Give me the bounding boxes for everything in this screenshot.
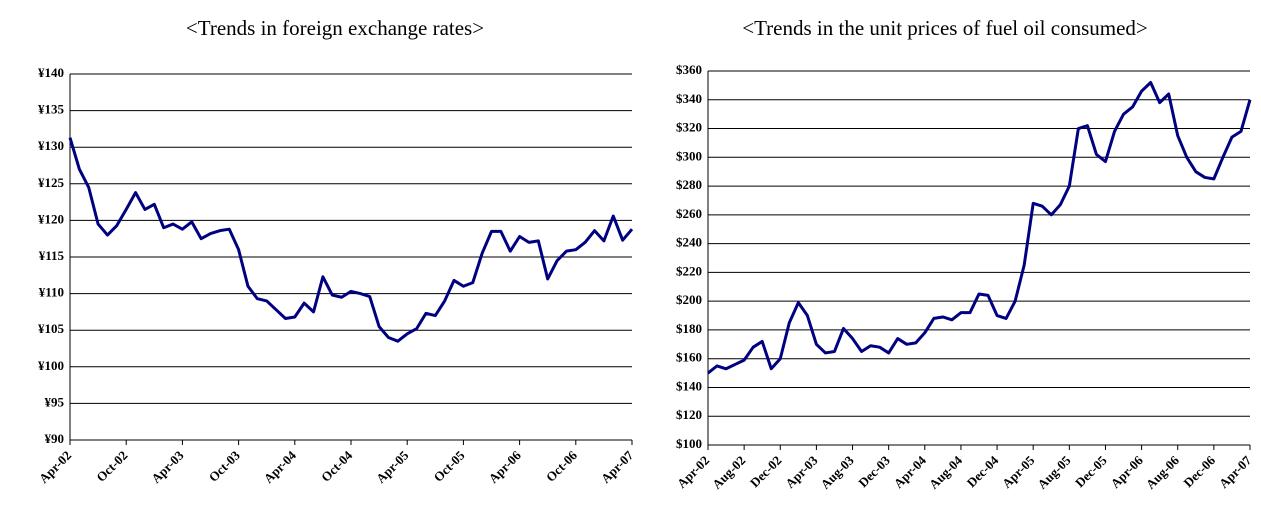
x-tick-label: Oct-06 xyxy=(543,447,581,485)
y-tick-label: $280 xyxy=(676,177,702,192)
x-tick-label: Apr-04 xyxy=(891,452,930,491)
x-tick-label: Apr-07 xyxy=(1216,452,1255,491)
x-tick-label: Apr-02 xyxy=(36,448,74,486)
x-tick-label: Oct-02 xyxy=(93,448,130,485)
x-tick-label: Oct-05 xyxy=(430,447,468,485)
y-tick-label: $340 xyxy=(676,91,702,106)
y-tick-label: $300 xyxy=(676,148,702,163)
x-tick-label: Aug-05 xyxy=(1034,452,1074,492)
data-line xyxy=(68,137,634,343)
y-tick-label: ¥125 xyxy=(38,175,65,190)
x-tick-label: Dec-04 xyxy=(964,452,1002,490)
chart-title: <Trends in the unit prices of fuel oil c… xyxy=(742,16,1148,40)
y-tick-label: ¥100 xyxy=(38,358,64,373)
x-tick-label: Aug-06 xyxy=(1143,452,1183,492)
y-tick-label: $200 xyxy=(676,292,702,307)
y-tick-label: ¥90 xyxy=(45,431,65,446)
y-tick-label: ¥140 xyxy=(38,65,64,80)
x-tick-label: Apr-05 xyxy=(373,447,412,486)
x-tick-label: Apr-04 xyxy=(261,447,300,486)
x-tick-label: Dec-02 xyxy=(747,453,785,491)
y-tick-label: $100 xyxy=(676,436,702,451)
y-tick-label: ¥120 xyxy=(38,211,64,226)
x-tick-label: Aug-02 xyxy=(709,453,748,492)
x-tick-label: Dec-03 xyxy=(855,452,893,490)
x-tick-label: Apr-06 xyxy=(485,447,524,486)
x-tick-label: Oct-03 xyxy=(206,447,244,485)
y-tick-label: $160 xyxy=(676,350,702,365)
data-line xyxy=(707,81,1252,375)
x-tick-label: Dec-06 xyxy=(1180,452,1218,490)
chart-title: <Trends in foreign exchange rates> xyxy=(186,16,484,40)
x-tick-label: Dec-05 xyxy=(1072,452,1110,490)
x-tick-label: Apr-06 xyxy=(1107,452,1146,491)
x-tick-label: Oct-04 xyxy=(318,447,356,485)
y-tick-label: ¥115 xyxy=(39,248,65,263)
y-tick-label: $320 xyxy=(676,120,702,135)
y-tick-label: ¥135 xyxy=(38,102,65,117)
y-tick-label: $240 xyxy=(676,235,702,250)
x-tick-label: Apr-07 xyxy=(598,447,637,486)
x-tick-label: Aug-03 xyxy=(818,452,858,492)
y-tick-label: $360 xyxy=(676,62,702,77)
x-tick-label: Apr-03 xyxy=(782,452,821,491)
y-tick-label: $180 xyxy=(676,321,702,336)
y-tick-label: ¥95 xyxy=(45,394,65,409)
y-tick-label: ¥130 xyxy=(38,138,64,153)
y-tick-label: $220 xyxy=(676,263,702,278)
x-tick-label: Apr-05 xyxy=(999,452,1038,491)
y-tick-label: $140 xyxy=(676,378,702,393)
y-tick-label: $260 xyxy=(676,206,702,221)
y-tick-label: ¥110 xyxy=(39,285,64,300)
x-tick-label: Apr-03 xyxy=(148,447,187,486)
x-tick-label: Aug-04 xyxy=(926,452,966,492)
y-tick-label: ¥105 xyxy=(38,321,65,336)
x-tick-label: Apr-02 xyxy=(674,453,712,491)
y-tick-label: $120 xyxy=(676,407,702,422)
